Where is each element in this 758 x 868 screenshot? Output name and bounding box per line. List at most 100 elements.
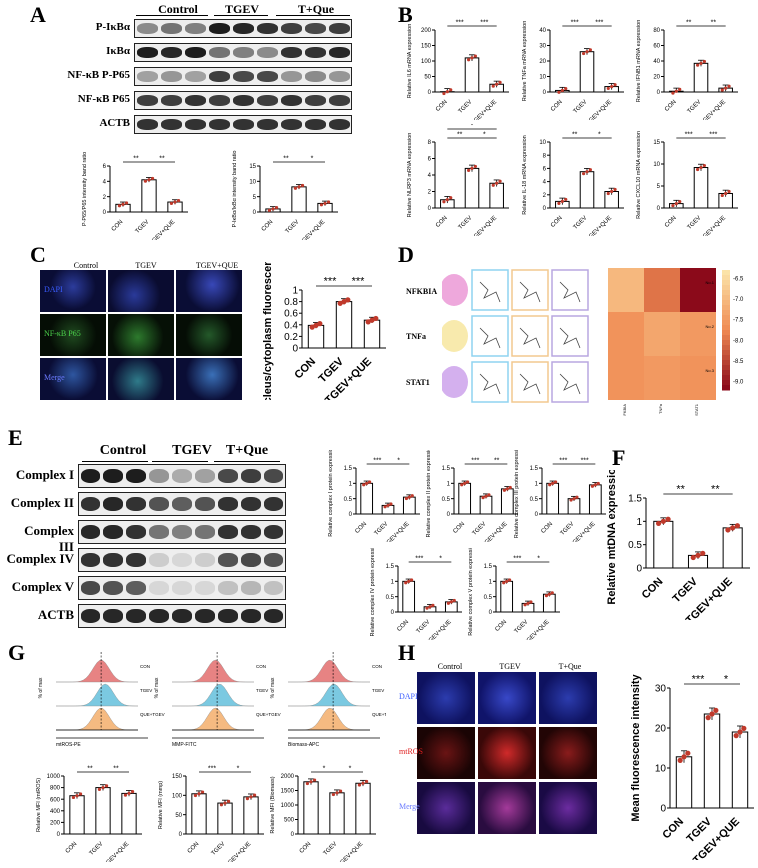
blot-e-band-0-0 <box>80 469 101 483</box>
blot-a-row-label-1: IκBα <box>106 44 130 57</box>
f1-xtick-label-0: CON <box>640 576 666 602</box>
f1-dot-2-2 <box>734 523 741 529</box>
b5-dot-1-0 <box>582 172 586 176</box>
blot-e-band-1-5 <box>194 497 215 511</box>
flow-legend-0-1: TGEV <box>140 688 152 693</box>
e1-dot-2-2 <box>410 494 414 498</box>
g2-dot-2-2 <box>252 793 257 797</box>
blot-e-band-3-7 <box>240 553 261 567</box>
g1-dot-2-0 <box>123 793 128 797</box>
flow-hist-1-2 <box>171 659 255 683</box>
g1-dot-0-1 <box>75 794 79 798</box>
a2-dot-2-1 <box>323 201 327 206</box>
blot-e-band-1-0 <box>80 497 101 511</box>
e3-ytick-label-2: 1 <box>535 481 539 487</box>
f1-bar-2 <box>722 527 743 569</box>
b1-dot-1-0 <box>467 58 471 62</box>
a2-ytick-label-2: 10 <box>249 179 256 185</box>
g1-ylabel: Relative MFI (mtROS) <box>36 778 42 832</box>
a2-sig-label-1: * <box>311 156 314 163</box>
a1-dot-0-0 <box>117 204 122 208</box>
g2-xtick-label-1: TGEV <box>211 841 227 857</box>
blot-e-row-label-5: ACTB <box>37 607 74 623</box>
b4-xtick-label-1: TGEV <box>458 215 474 231</box>
blot-e-row-2 <box>78 520 286 544</box>
f1-ytick-label-3: 1.5 <box>628 494 642 505</box>
e3-dot-2-2 <box>596 481 600 486</box>
a1-xtick-label-2: TGEV+QUE <box>149 219 176 240</box>
blot-a-band-1-8 <box>328 47 350 58</box>
blot-e-band-2-1 <box>103 525 124 539</box>
b1-ytick-label-3: 150 <box>421 44 432 50</box>
blot-e-band-1-3 <box>149 497 170 511</box>
e3-ytick-label-3: 1.5 <box>530 466 539 472</box>
blot-e-row-0 <box>78 464 286 488</box>
e2-dot-0-1 <box>463 481 467 485</box>
chart-b2-tnfa: 0 10 20 30 40 Relative TNFa mRNA expression CO… <box>522 20 624 120</box>
panel-label-e: E <box>8 425 23 450</box>
a2-xtick-label-1: TGEV <box>285 219 301 235</box>
blot-e-row-label-3: Complex IV <box>6 551 74 567</box>
blot-e-band-1-8 <box>263 497 284 511</box>
b3-ytick-label-3: 60 <box>653 44 660 50</box>
f1-dot-1-0 <box>690 554 696 561</box>
blot-e-band-0-2 <box>126 469 147 483</box>
b2-dot-2-0 <box>606 86 610 91</box>
e1-ylabel: Relative complex I protein expression <box>328 450 334 537</box>
e3-bar-2 <box>588 484 602 515</box>
g3-ylabel: Relative MFI (Biomass) <box>270 776 276 833</box>
a2-dot-2-2 <box>326 200 331 204</box>
b4-dot-2-1 <box>495 181 499 185</box>
e4-ytick-label-3: 1.5 <box>386 564 395 570</box>
b4-dot-0-1 <box>445 198 449 202</box>
blot-a-row-label-2: NF-κB P-P65 <box>67 68 130 81</box>
blot-a-band-1-6 <box>280 47 302 58</box>
b5-ylabel: Relative IL-18 mRNA expression <box>522 135 528 214</box>
b2-ylabel: Relative TNFa mRNA expression <box>522 21 528 102</box>
e2-bar-1 <box>479 495 493 515</box>
heat-cell-0-2 <box>680 268 716 312</box>
docking-images <box>442 269 589 403</box>
blot-a-band-0-0 <box>136 23 158 34</box>
blot-e-band-4-7 <box>240 581 261 595</box>
b5-xtick-label-0: CON <box>550 215 564 229</box>
a1-dot-1-1 <box>147 178 151 182</box>
a2-dot-1-0 <box>293 186 298 190</box>
h1-dot-2-1 <box>737 729 743 735</box>
e4-ytick-label-1: 0.5 <box>386 595 395 601</box>
e5-ylabel: Relative complex V protein expression <box>468 548 474 636</box>
panel-label-f: F <box>612 445 626 470</box>
blot-a-row-label-0: P-IκBα <box>95 20 130 33</box>
heat-col-label-1: TNFa <box>658 403 663 414</box>
b4-ytick-label-2: 4 <box>428 173 432 179</box>
e5-xtick-label-0: CON <box>494 619 508 633</box>
chart-f1-mtdna: 0 0.5 1 1.5 Relative mtDNA expression CON TGEV… <box>606 470 750 620</box>
dock-box-1-2 <box>551 315 589 357</box>
dock-ligand-0-1 <box>519 281 541 303</box>
e5-ytick-label-1: 0.5 <box>484 595 493 601</box>
blot-e-group-line-tgev <box>152 461 208 462</box>
b3-dot-1-1 <box>699 61 703 65</box>
dock-ligand-1-2 <box>559 327 581 349</box>
e5-dot-0-1 <box>505 579 509 583</box>
blot-e-band-0-6 <box>217 469 238 483</box>
g3-ytick-label-0: 0 <box>291 832 295 838</box>
b3-ytick-label-1: 20 <box>653 75 660 81</box>
flow-ylabel-1: % of max <box>154 677 160 698</box>
flow-legend-2-2: CON <box>372 664 382 669</box>
blot-e-band-4-0 <box>80 581 101 595</box>
b1-dot-0-2 <box>449 88 453 92</box>
blot-a-band-1-4 <box>232 47 254 58</box>
heat-col-label-0: NFKBIA <box>622 404 627 416</box>
b3-sig-label-0: ** <box>686 20 692 27</box>
heat-colorbar-seg-18 <box>722 360 730 366</box>
b2-dot-1-0 <box>582 51 586 56</box>
e3-xtick-label-1: TGEV <box>560 521 576 537</box>
chart-c1-nucleus-cytoplasm: 00.20.40.60.81 Nucleus/cytoplasm fluoresc… <box>262 262 386 400</box>
e1-dot-1-1 <box>386 503 390 508</box>
b6-sig-label-1: *** <box>709 132 717 139</box>
blot-e-group-control: Control <box>99 443 147 458</box>
b4-dot-1-1 <box>470 166 474 170</box>
e5-ytick-label-3: 1.5 <box>484 564 493 570</box>
